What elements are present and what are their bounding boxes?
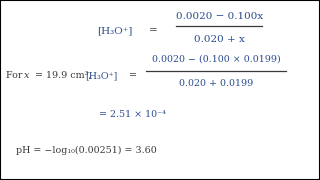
Text: = 2.51 × 10⁻⁴: = 2.51 × 10⁻⁴ xyxy=(100,110,166,119)
Text: [H₃O⁺]: [H₃O⁺] xyxy=(85,71,117,80)
Text: 0.020 + 0.0199: 0.020 + 0.0199 xyxy=(179,79,253,88)
Text: [H₃O⁺]: [H₃O⁺] xyxy=(98,26,133,35)
Text: =: = xyxy=(149,26,158,35)
Text: 0.0020 − 0.100x: 0.0020 − 0.100x xyxy=(176,12,263,21)
Text: =: = xyxy=(129,71,137,80)
Text: pH = −log₁₀(0.00251) = 3.60: pH = −log₁₀(0.00251) = 3.60 xyxy=(16,146,157,155)
Text: x: x xyxy=(24,71,29,80)
Text: For: For xyxy=(6,71,26,80)
Text: = 19.9 cm³,: = 19.9 cm³, xyxy=(32,71,94,80)
Text: 0.020 + x: 0.020 + x xyxy=(194,35,244,44)
Text: 0.0020 − (0.100 × 0.0199): 0.0020 − (0.100 × 0.0199) xyxy=(152,55,280,64)
